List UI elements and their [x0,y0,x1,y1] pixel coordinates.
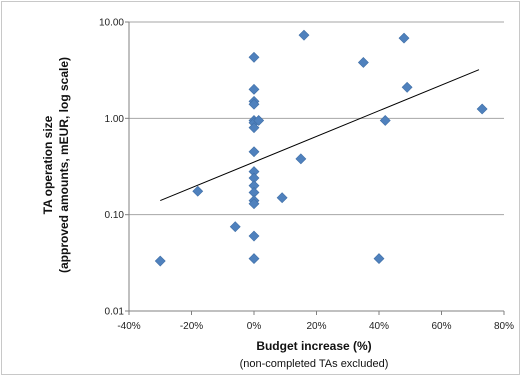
data-point [248,146,260,158]
data-points [154,29,488,267]
y-axis-note: (approved amounts, mEUR, log scale) [57,57,71,273]
x-axis-title: Budget increase (%) [256,339,371,353]
data-point [276,192,288,204]
data-point [248,198,260,210]
x-tick-label: 40% [369,321,389,332]
trendline-layer [160,69,480,202]
y-tick-label: 0.10 [105,210,125,221]
data-point [298,29,310,41]
trendline [160,69,480,202]
x-tick-label: 0% [247,321,262,332]
y-tick-label: 10.00 [99,18,124,29]
tick-labels: 0.01 0.10 1.00 10.00 -40% -20% 0% 20% 40% 60% 80% [99,18,514,333]
data-point [248,230,260,242]
x-tick-label: 60% [431,321,451,332]
data-point [476,103,488,115]
data-point [229,221,241,233]
data-point [357,57,369,68]
y-axis-title: TA operation size [41,115,55,214]
y-tick-label: 1.00 [105,114,125,125]
data-point [373,253,385,265]
x-tick-label: -20% [180,321,203,332]
data-point [248,51,260,63]
data-point [295,153,307,165]
x-tick-label: -40% [117,321,140,332]
data-point [379,115,391,126]
x-tick-label: 80% [494,321,514,332]
data-point [154,255,166,267]
data-point [248,122,260,134]
data-point [192,185,204,197]
data-point [253,115,265,126]
data-point [401,81,413,93]
data-point [248,83,260,95]
gridlines [129,21,504,216]
y-tick-label: 0.01 [105,307,125,318]
x-axis-note: (non-completed TAs excluded) [240,358,389,370]
data-point [398,32,410,44]
data-point [248,98,260,110]
x-tick-label: 20% [306,321,326,332]
data-point [248,253,260,265]
axes [125,21,505,315]
